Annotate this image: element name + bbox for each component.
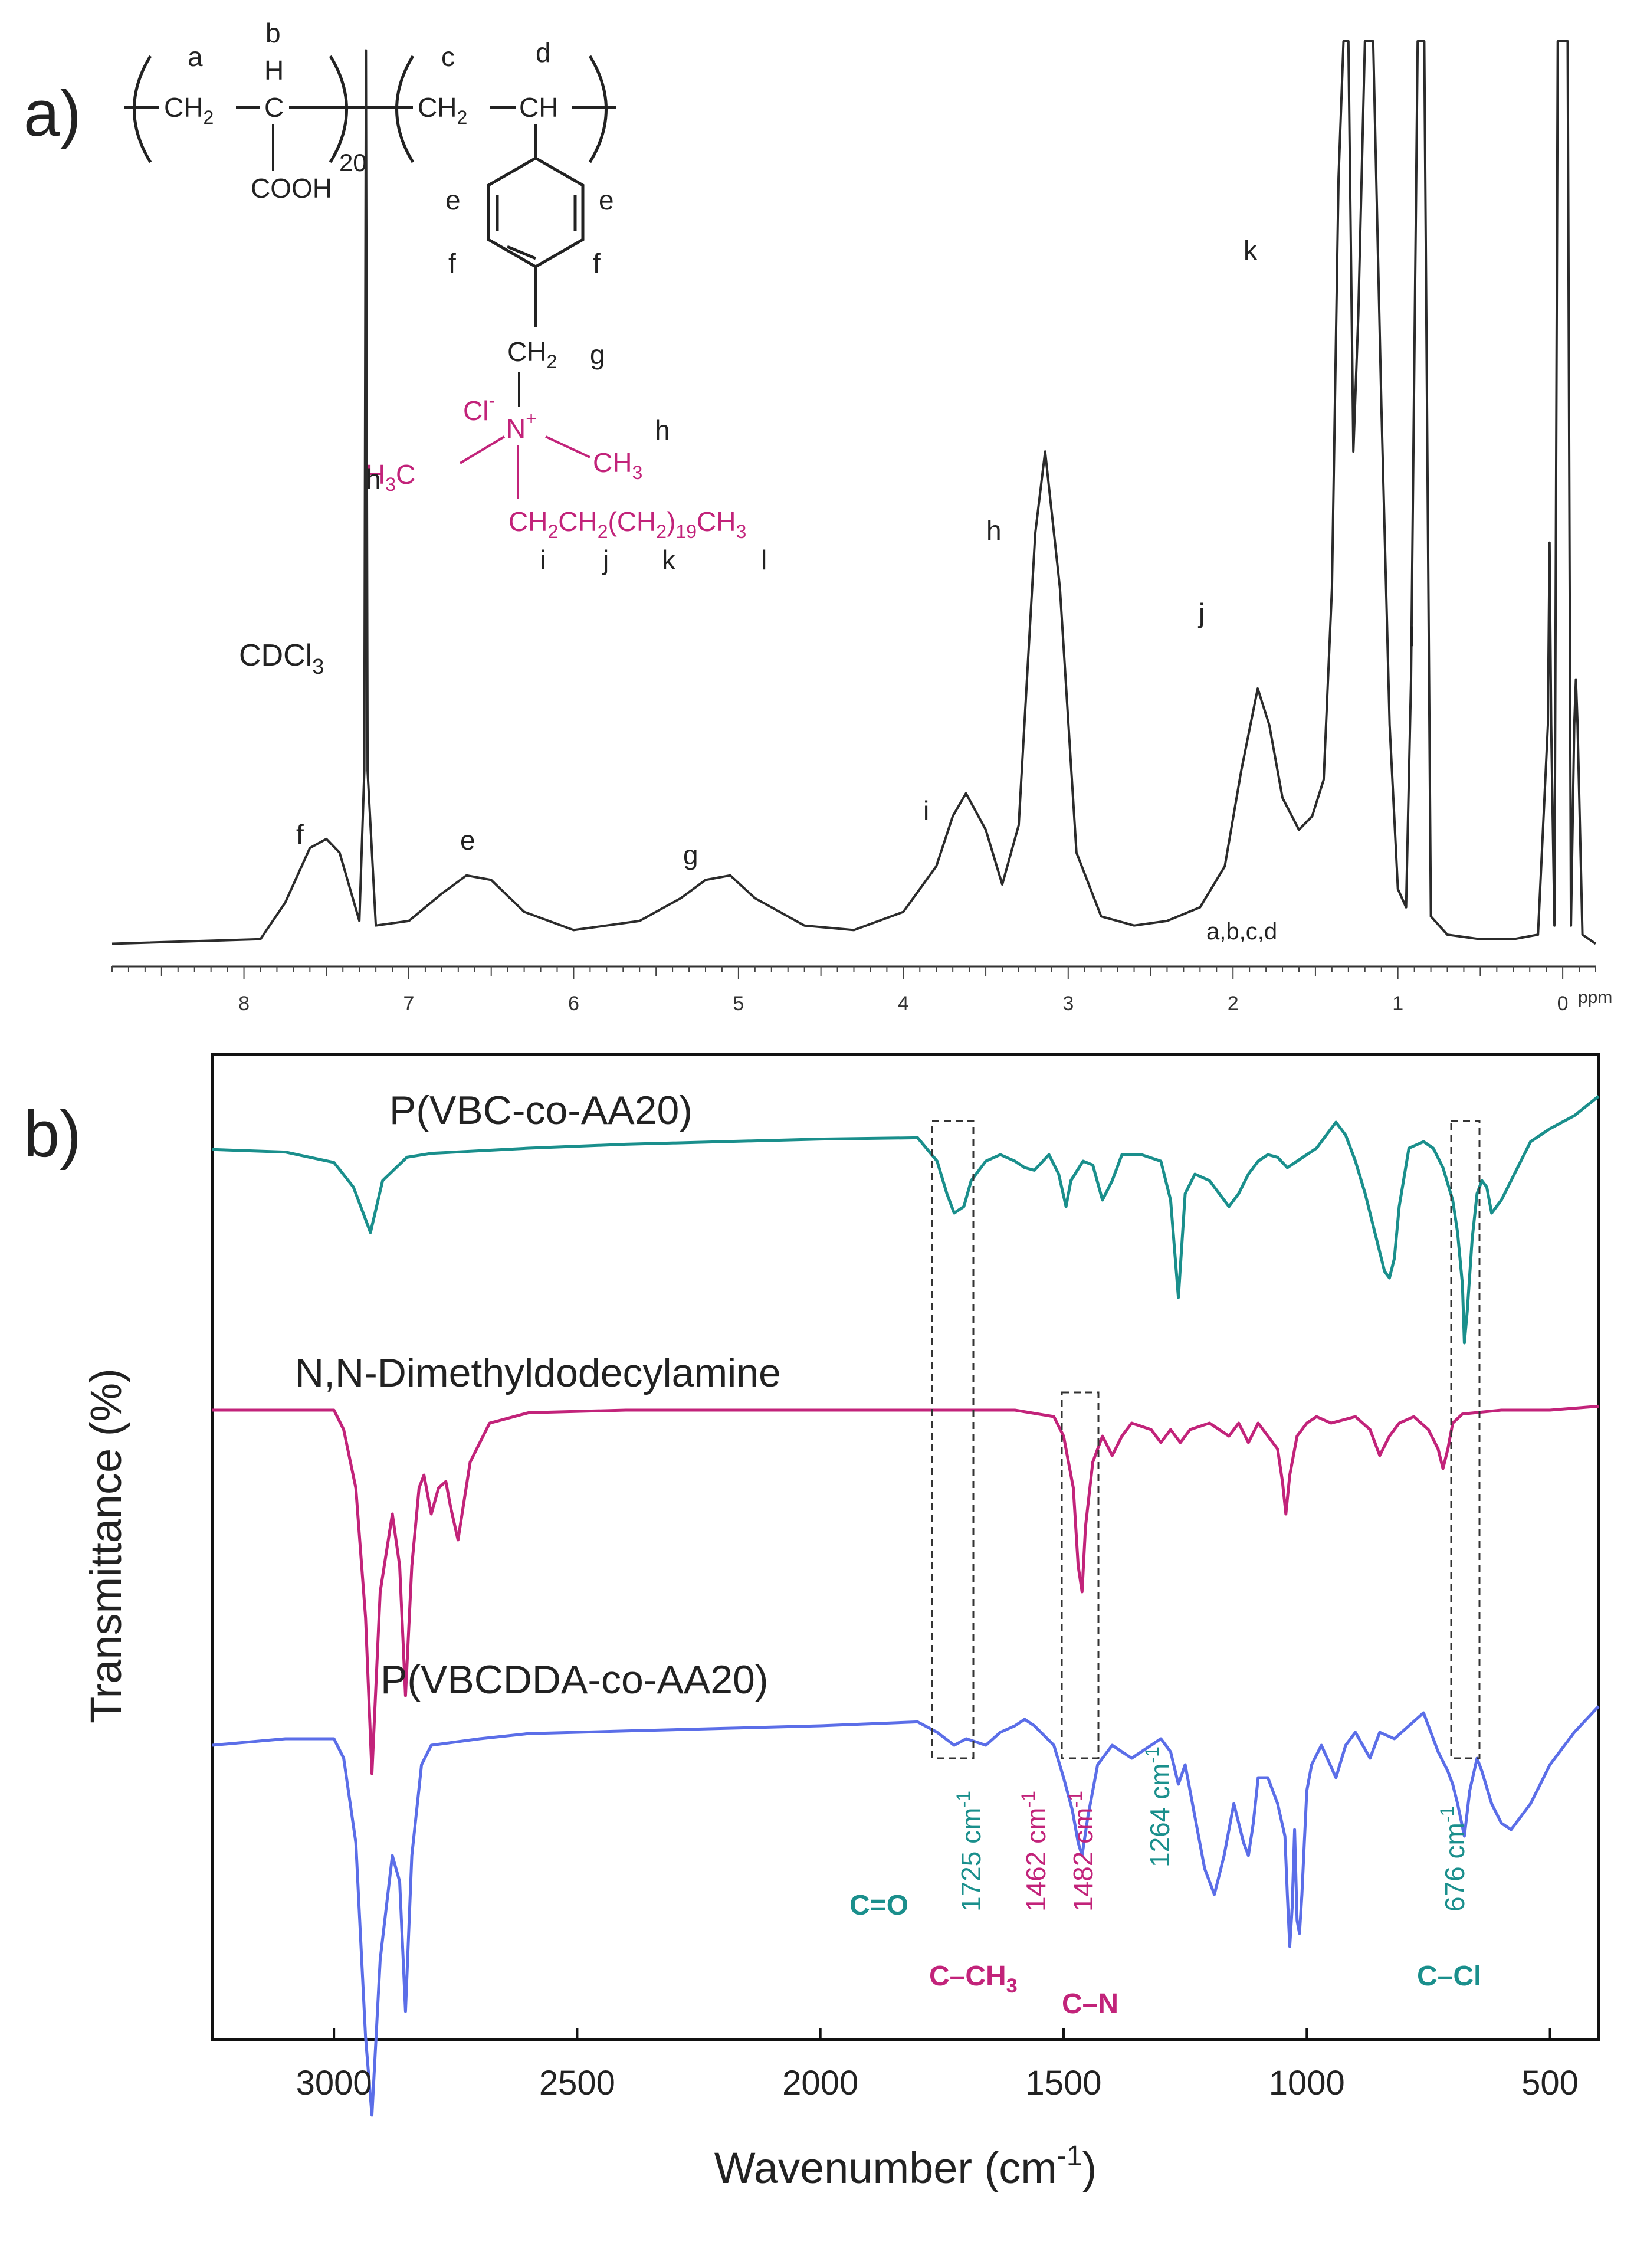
nmr-tick-label: 1 xyxy=(1392,992,1403,1015)
bracket-left-2 xyxy=(395,55,415,163)
nmr-label-f: f xyxy=(296,819,304,850)
annot-1462: 1462 cm-1 xyxy=(1018,1791,1051,1912)
ftir-y-axis-label: Transmittance (%) xyxy=(81,1368,130,1723)
nmr-label-k: k xyxy=(1244,235,1258,266)
n-ch3-left-bond xyxy=(459,435,506,464)
ammonium-group: Cl- N+ H3C CH3 CH2CH2(CH2)19CH3 xyxy=(366,390,746,542)
ftir-tick-label: 2000 xyxy=(782,2064,858,2102)
struct-letter-f-left: f xyxy=(448,248,456,278)
ftir-series-lines xyxy=(212,1095,1600,2117)
struct-ch2-right: CH2 xyxy=(418,92,467,128)
bracket-left-1 xyxy=(133,55,152,163)
struct-cooh: COOH xyxy=(251,173,332,204)
chemical-structure: CH2 C H COOH 20 CH2 CH CH2 xyxy=(124,55,616,407)
ftir-series-2 xyxy=(212,1705,1600,2117)
struct-letter-j: j xyxy=(602,545,609,575)
struct-letter-a: a xyxy=(188,41,203,72)
nmr-label-j: j xyxy=(1197,598,1205,628)
struct-cl: Cl- xyxy=(463,390,495,426)
struct-h: H xyxy=(264,55,284,86)
group-c-cl: C–Cl xyxy=(1417,1961,1481,1992)
ftir-tick-label: 1000 xyxy=(1269,2064,1345,2102)
nmr-label-l: l xyxy=(1409,621,1415,652)
struct-repeat-20: 20 xyxy=(339,149,367,176)
struct-h3c: H3C xyxy=(366,459,415,495)
struct-letter-d: d xyxy=(536,37,551,68)
struct-chain: CH2CH2(CH2)19CH3 xyxy=(508,506,746,542)
bracket-right-1 xyxy=(329,55,348,163)
struct-c: C xyxy=(264,92,284,123)
nmr-tick-label: 3 xyxy=(1062,992,1074,1015)
struct-letter-k: k xyxy=(662,545,676,575)
nmr-chart: 8 7 6 5 4 3 2 1 0 ppm xyxy=(111,40,1612,1015)
series-label-dmdda: N,N-Dimethyldodecylamine xyxy=(295,1351,781,1395)
nmr-label-i: i xyxy=(923,795,929,826)
struct-letter-b: b xyxy=(265,18,281,48)
group-c-o: C=O xyxy=(849,1890,908,1921)
struct-letter-e-right: e xyxy=(599,185,614,215)
ftir-plot-frame xyxy=(211,1053,1600,2041)
nmr-label-e: e xyxy=(460,825,475,856)
ftir-tick-label: 500 xyxy=(1521,2064,1579,2102)
nmr-tick-label: 0 xyxy=(1557,992,1569,1015)
ftir-tick-label: 3000 xyxy=(296,2064,372,2102)
nmr-tick-label: 4 xyxy=(898,992,909,1015)
panel-label-a: a) xyxy=(24,77,81,150)
structure-letters: a b c d e e f f g h h i j k l xyxy=(188,18,767,575)
nmr-tick-label: 7 xyxy=(403,992,415,1015)
highlight-box-676 xyxy=(1450,1120,1481,1759)
n-ch3-right-bond xyxy=(545,435,590,458)
benzene-ring xyxy=(487,156,585,268)
annot-1482: 1482 cm-1 xyxy=(1065,1791,1098,1912)
nmr-tick-label: 2 xyxy=(1228,992,1239,1015)
nmr-label-abcd: a,b,c,d xyxy=(1206,919,1277,945)
series-label-pvbcdda: P(VBCDDA-co-AA20) xyxy=(380,1657,769,1702)
nmr-label-h: h xyxy=(986,515,1002,546)
ftir-chart: 3000 2500 2000 1500 1000 500 Wavenumber (cm-1… xyxy=(81,1053,1600,2192)
group-c-n: C–N xyxy=(1062,1988,1118,2020)
ftir-tick-label: 1500 xyxy=(1025,2064,1101,2102)
struct-ch2-left: CH2 xyxy=(164,92,214,128)
struct-letter-e-left: e xyxy=(445,185,461,215)
struct-letter-h-right: h xyxy=(655,415,670,445)
struct-n-plus: N+ xyxy=(506,408,537,444)
nmr-tick-label: 5 xyxy=(733,992,744,1015)
struct-ch: CH xyxy=(519,92,558,123)
nmr-label-g: g xyxy=(683,840,698,870)
nmr-x-ticks: 8 7 6 5 4 3 2 1 0 xyxy=(111,966,1596,1015)
highlight-box-1725 xyxy=(931,1120,975,1759)
struct-letter-i: i xyxy=(540,545,546,575)
annot-1725: 1725 cm-1 xyxy=(953,1791,986,1912)
ftir-series-1 xyxy=(212,1404,1599,1775)
annot-676: 676 cm-1 xyxy=(1436,1806,1470,1912)
ftir-x-axis-label: Wavenumber (cm-1) xyxy=(714,2141,1097,2192)
nmr-label-cdcl3: CDCl3 xyxy=(239,638,324,679)
struct-ch3: CH3 xyxy=(593,447,642,483)
struct-letter-h-left: h xyxy=(366,464,381,494)
nmr-x-axis-label: ppm xyxy=(1578,988,1612,1007)
ftir-x-ticks: 3000 2500 2000 1500 1000 500 xyxy=(296,2028,1579,2102)
struct-letter-f-right: f xyxy=(593,248,601,278)
nmr-spectrum-line xyxy=(111,40,1597,945)
annot-1264: 1264 cm-1 xyxy=(1141,1746,1175,1867)
struct-letter-l: l xyxy=(761,545,767,575)
nmr-peak-labels: CDCl3 f e g i h j k l a,b,c,d xyxy=(239,235,1415,945)
ftir-series-0 xyxy=(212,1095,1600,1345)
group-c-ch3: C–CH3 xyxy=(929,1961,1018,1997)
ftir-annotations: 1725 cm-1 1462 cm-1 1482 cm-1 1264 cm-1 … xyxy=(849,1746,1481,2020)
struct-letter-g: g xyxy=(590,339,605,370)
struct-letter-c: c xyxy=(441,41,455,72)
struct-benzyl-ch2: CH2 xyxy=(507,336,557,372)
series-label-pvbc: P(VBC-co-AA20) xyxy=(389,1088,693,1133)
ftir-tick-label: 2500 xyxy=(539,2064,615,2102)
nmr-tick-label: 8 xyxy=(238,992,250,1015)
ring-double-3 xyxy=(507,245,536,260)
nmr-tick-label: 6 xyxy=(568,992,579,1015)
highlight-box-1482 xyxy=(1061,1391,1100,1759)
bracket-right-2 xyxy=(588,55,608,163)
panel-label-b: b) xyxy=(24,1098,81,1171)
